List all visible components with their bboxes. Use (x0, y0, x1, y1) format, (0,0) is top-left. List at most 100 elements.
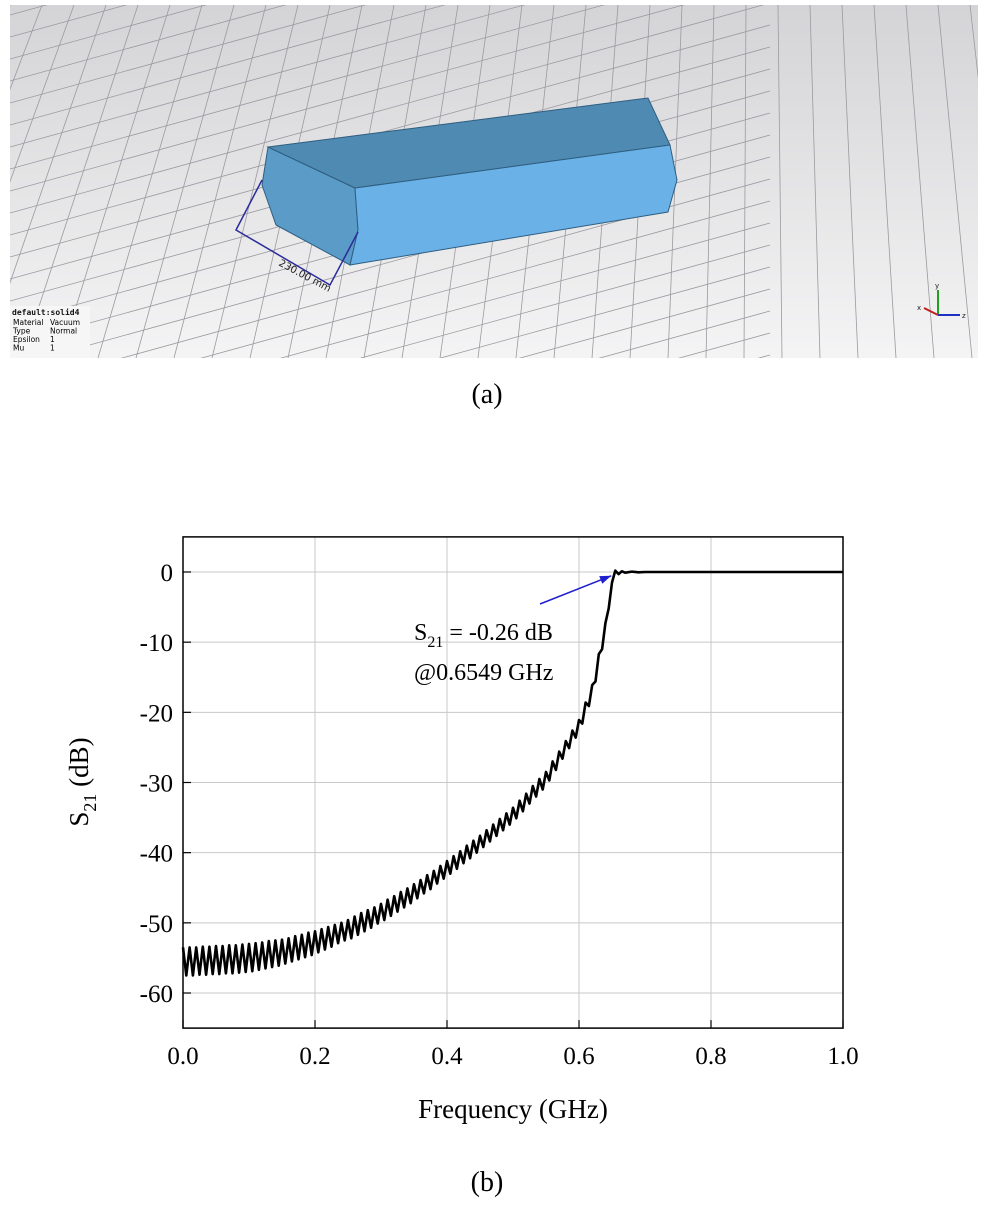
x-tick-label: 0.2 (299, 1043, 330, 1070)
grid-line-decor (678, 332, 771, 358)
grid-line-decor (841, 5, 859, 358)
info-value: Normal (50, 327, 77, 336)
y-label-main: S (64, 812, 94, 827)
grid-line-decor (135, 5, 235, 358)
grid-line-decor (705, 5, 715, 358)
annotation-rest: = -0.26 dB (443, 620, 553, 646)
x-tick-label: 0.0 (167, 1043, 198, 1070)
y-axis-label: S21 (dB) (64, 737, 100, 826)
grid-line-decor (10, 531, 770, 741)
plot-frame (182, 536, 844, 1029)
grid-line-decor (21, 5, 139, 358)
grid-line-decor (10, 465, 770, 675)
info-value: Vacuum (50, 318, 80, 327)
annotation-line2: @0.6549 GHz (414, 660, 553, 686)
grid-line-decor (10, 421, 770, 631)
info-value: 1 (50, 344, 55, 353)
grid-line-decor (937, 5, 973, 358)
grid-line-decor (598, 310, 771, 358)
caption: (b) (471, 1167, 504, 1198)
grid-line-decor (10, 707, 770, 917)
info-key: Material (13, 318, 43, 327)
grid-line-decor (518, 288, 771, 358)
info-key: Epsilon (13, 335, 40, 344)
grid-line-decor (279, 222, 771, 358)
x-tick-label: 0.8 (695, 1043, 726, 1070)
info-key: Type (12, 327, 31, 336)
dimension-line (235, 179, 359, 287)
grid-line-decor (359, 244, 771, 358)
grid-line-decor (10, 5, 11, 7)
grid-line-decor (10, 5, 765, 214)
x-tick-label: 0.6 (563, 1043, 594, 1070)
triad-label: y (935, 282, 939, 290)
grid-line-decor (173, 5, 267, 358)
grid-line-decor (743, 5, 747, 358)
grid-line-decor (10, 575, 770, 785)
grid-line-decor (905, 5, 935, 358)
grid-line-decor (10, 5, 526, 148)
grid-line-decor (809, 5, 821, 358)
y-tick-label: -60 (140, 981, 173, 1008)
grid-line-decor (10, 399, 770, 609)
grid-line-decor (439, 266, 771, 358)
annotation-s: S (414, 620, 427, 646)
triad-label: z (962, 312, 966, 320)
y-tick-label: -50 (140, 911, 173, 938)
y-tick-label: 0 (161, 560, 174, 587)
info-key: Mu (13, 344, 24, 353)
x-tick-label: 1.0 (827, 1043, 858, 1070)
grid-line-decor (10, 5, 685, 192)
annotation-line1: S21 = -0.26 dB (414, 620, 553, 651)
grid-line-decor (10, 5, 43, 91)
grid-line-decor (969, 5, 978, 80)
y-label-sub: 21 (80, 794, 100, 812)
triad-x (923, 307, 939, 316)
grid-line-decor (777, 5, 783, 358)
cad-view: 230.00 mm default:solid4 Material VacuumT… (10, 5, 978, 983)
grid-line-decor (10, 5, 75, 183)
y-tick-label: -30 (140, 771, 173, 798)
info-panel (10, 306, 90, 358)
grid-line-decor (10, 5, 606, 170)
grid-line-decor (10, 377, 770, 587)
info-value: 1 (50, 335, 55, 344)
grid-line-decor (10, 24, 771, 236)
grid-line-decor (10, 5, 287, 82)
x-axis-label: Frequency (GHz) (418, 1094, 608, 1124)
grid-line-decor (10, 5, 446, 126)
y-tick-label: -40 (140, 841, 173, 868)
axes-triad: x y z (917, 282, 966, 320)
y-label-rest: (dB) (64, 737, 94, 793)
grid-line-decor (97, 5, 203, 358)
grid-line-decor (10, 597, 770, 807)
y-tick-label: -20 (140, 700, 173, 727)
triad-label: x (917, 304, 921, 312)
grid-line-decor (873, 5, 897, 358)
grid-line-decor (10, 5, 207, 60)
info-title: default:solid4 (12, 307, 80, 317)
caption: (a) (471, 379, 502, 410)
grid-line-decor (10, 685, 770, 895)
grid-line-decor (10, 509, 770, 719)
annotation-arrow (539, 575, 612, 605)
chart: 0.0 0.2 0.4 0.6 0.8 1.0-60-50-40-30-20-100S21… (64, 536, 859, 1124)
data-line (181, 569, 843, 977)
box-side-face (349, 144, 678, 266)
grid-line-decor (10, 5, 367, 104)
grid-line-decor (10, 641, 770, 851)
grid-line-decor (10, 619, 770, 829)
annotation-arrowhead (599, 575, 612, 584)
grid-line-decor (10, 553, 770, 763)
grid-line-decor (10, 773, 770, 983)
grid-line-decor (10, 663, 770, 873)
annotation-sub: 21 (427, 634, 443, 651)
grid-line-decor (211, 5, 299, 358)
grid-line-decor (10, 443, 770, 653)
y-tick-label: -10 (140, 630, 173, 657)
grid-line-decor (10, 487, 770, 697)
grid-line-decor (200, 200, 771, 358)
grid-line-decor (757, 354, 771, 358)
